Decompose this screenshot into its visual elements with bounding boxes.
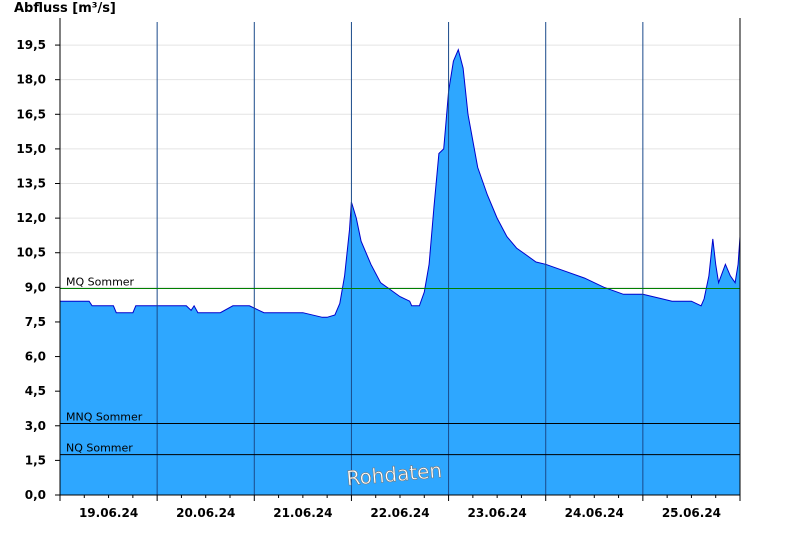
y-tick-label: 16,5: [16, 107, 46, 121]
x-tick-label: 20.06.24: [176, 506, 235, 520]
y-tick-label: 12,0: [16, 211, 46, 225]
y-tick-label: 4,5: [25, 384, 46, 398]
discharge-area: [60, 49, 740, 495]
x-tick-label: 23.06.24: [468, 506, 527, 520]
x-tick-label: 19.06.24: [79, 506, 138, 520]
x-tick-label: 21.06.24: [273, 506, 332, 520]
y-tick-label: 3,0: [25, 419, 46, 433]
data-area: [60, 48, 741, 495]
y-tick-label: 18,0: [16, 73, 46, 87]
y-tick-label: 19,5: [16, 38, 46, 52]
reference-line-label: MQ Sommer: [66, 275, 135, 288]
y-tick-label: 9,0: [25, 280, 46, 294]
y-tick-label: 13,5: [16, 177, 46, 191]
y-tick-label: 10,5: [16, 246, 46, 260]
y-axis-title: Abfluss [m³/s]: [14, 1, 116, 16]
y-tick-label: 6,0: [25, 350, 46, 364]
reference-lines: MQ Sommer MNQ Sommer NQ Sommer: [60, 275, 740, 456]
day-separators: [156, 22, 644, 495]
reference-line-label: NQ Sommer: [66, 442, 133, 455]
y-tick-labels: 0,0 1,5 3,0 4,5 6,0 7,5 9,0 10,5 12,0 13,5 15,0 16,…: [16, 38, 46, 502]
x-tick-label: 22.06.24: [370, 506, 429, 520]
discharge-line: [60, 48, 741, 318]
y-tick-label: 1,5: [25, 453, 46, 467]
y-tick-label: 15,0: [16, 142, 46, 156]
axes: [55, 18, 741, 501]
x-tick-label: 25.06.24: [662, 506, 721, 520]
y-tick-label: 0,0: [25, 488, 46, 502]
reference-line-label: MNQ Sommer: [66, 410, 143, 423]
x-tick-labels: 19.06.24 20.06.24 21.06.24 22.06.24 23.06.24…: [79, 506, 721, 520]
x-tick-label: 24.06.24: [565, 506, 624, 520]
y-tick-label: 7,5: [25, 315, 46, 329]
